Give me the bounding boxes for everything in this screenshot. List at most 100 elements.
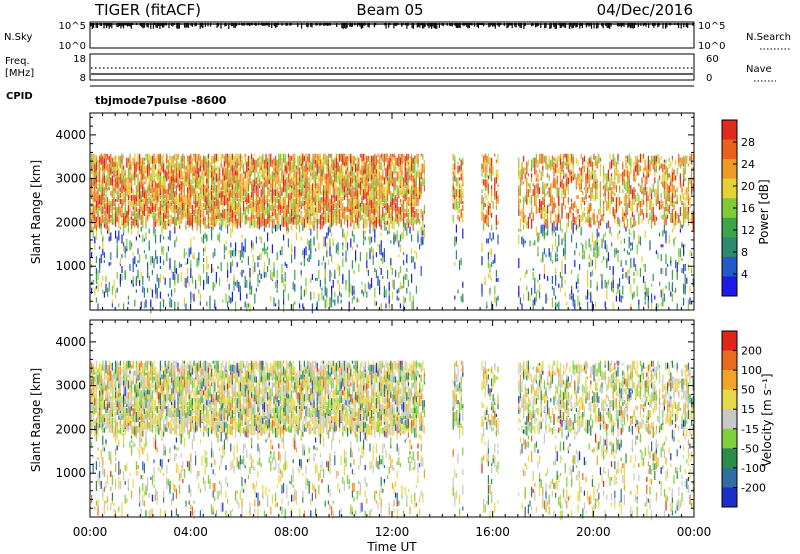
- data-cell: [324, 181, 326, 191]
- data-cell: [139, 195, 141, 206]
- data-cell: [396, 171, 398, 181]
- data-cell: [190, 268, 192, 278]
- data-cell: [422, 181, 424, 187]
- data-cell: [129, 197, 131, 201]
- data-cell: [310, 250, 312, 260]
- data-cell: [348, 289, 350, 298]
- data-cell: [407, 197, 409, 207]
- data-cell: [185, 195, 187, 202]
- data-cell: [159, 153, 161, 164]
- data-cell: [254, 218, 256, 222]
- data-cell: [212, 281, 214, 291]
- data-cell: [203, 264, 205, 273]
- data-cell: [119, 258, 121, 265]
- cpid-label: CPID: [6, 91, 33, 102]
- data-cell: [116, 191, 118, 202]
- data-cell: [371, 277, 373, 288]
- data-cell: [107, 220, 109, 231]
- data-cell: [193, 165, 195, 172]
- data-cell: [334, 208, 336, 216]
- data-cell: [262, 203, 264, 210]
- data-cell: [353, 197, 355, 206]
- data-cell: [151, 155, 153, 164]
- data-cell: [260, 195, 262, 205]
- data-cell: [334, 269, 336, 278]
- data-cell: [415, 153, 417, 164]
- data-cell: [97, 159, 99, 168]
- data-cell: [265, 153, 267, 164]
- data-cell: [204, 155, 206, 165]
- data-cell: [404, 222, 406, 226]
- data-cell: [342, 273, 344, 280]
- data-cell: [310, 238, 312, 247]
- data-cell: [215, 185, 217, 193]
- data-cell: [407, 167, 409, 176]
- data-cell: [305, 155, 307, 161]
- data-cell: [302, 250, 304, 256]
- data-cell: [406, 179, 408, 186]
- data-cell: [257, 171, 259, 179]
- data-cell: [297, 216, 299, 221]
- data-cell: [111, 203, 113, 211]
- data-cell: [95, 273, 97, 284]
- data-cell: [227, 199, 229, 209]
- data-cell: [313, 167, 315, 177]
- data-cell: [263, 193, 265, 203]
- data-cell: [115, 177, 117, 187]
- data-cell: [126, 210, 128, 218]
- data-cell: [166, 171, 168, 182]
- data-cell: [283, 157, 285, 163]
- data-cell: [183, 155, 185, 164]
- data-cell: [391, 155, 393, 166]
- data-cell: [246, 179, 248, 190]
- data-cell: [342, 203, 344, 207]
- data-cell: [196, 208, 198, 217]
- data-cell: [92, 279, 94, 285]
- data-cell: [486, 238, 488, 244]
- data-cell: [308, 181, 310, 190]
- data-cell: [100, 214, 102, 224]
- data-cell: [246, 293, 248, 299]
- data-cell: [289, 193, 291, 201]
- data-cell: [286, 204, 288, 213]
- data-cell: [108, 199, 110, 205]
- data-cell: [102, 173, 104, 184]
- data-cell: [171, 163, 173, 173]
- data-cell: [327, 157, 329, 167]
- data-cell: [363, 240, 365, 246]
- data-cell: [486, 218, 488, 226]
- data-cell: [249, 303, 251, 313]
- data-cell: [326, 297, 328, 308]
- data-cell: [212, 165, 214, 170]
- data-cell: [492, 165, 494, 176]
- data-cell: [481, 189, 483, 194]
- data-cell: [364, 161, 366, 171]
- data-cell: [241, 212, 243, 223]
- data-cell: [148, 206, 150, 213]
- data-cell: [387, 216, 389, 221]
- data-cell: [97, 220, 99, 227]
- data-cell: [398, 271, 400, 278]
- data-cell: [273, 203, 275, 213]
- data-cell: [385, 185, 387, 196]
- data-cell: [102, 248, 104, 256]
- data-cell: [385, 201, 387, 210]
- data-cell: [327, 226, 329, 236]
- data-cell: [99, 173, 101, 180]
- data-cell: [174, 199, 176, 209]
- data-cell: [367, 193, 369, 204]
- data-cell: [257, 187, 259, 198]
- data-cell: [140, 161, 142, 171]
- data-cell: [150, 287, 152, 291]
- data-cell: [407, 212, 409, 220]
- data-cell: [327, 169, 329, 177]
- data-cell: [260, 157, 262, 168]
- data-cell: [484, 173, 486, 179]
- data-cell: [143, 238, 145, 242]
- data-cell: [158, 171, 160, 177]
- data-cell: [335, 157, 337, 168]
- data-cell: [115, 203, 117, 207]
- data-cell: [123, 175, 125, 186]
- data-cell: [404, 163, 406, 171]
- data-cell: [155, 173, 157, 178]
